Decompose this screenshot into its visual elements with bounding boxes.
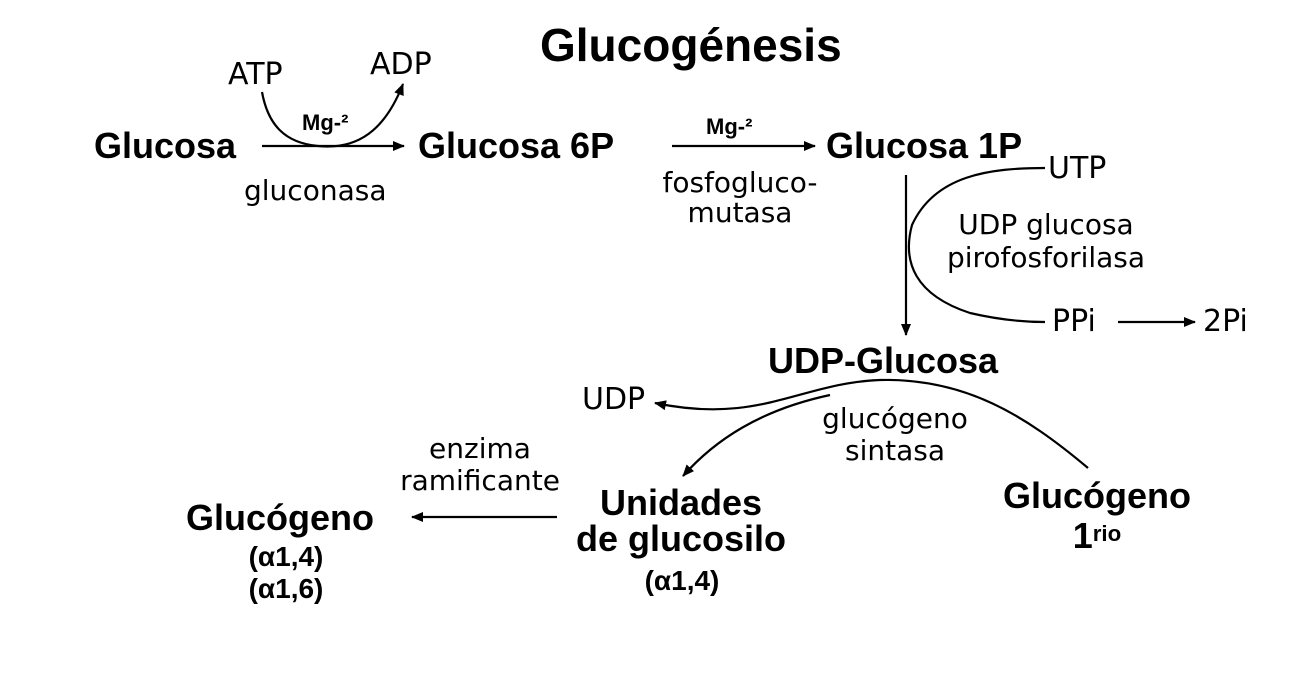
enzyme-glucogeno-sintasa: glucógeno sintasa — [800, 403, 990, 467]
arrow-to-unidades-glucosilo — [682, 393, 831, 477]
enzyme-udp-pirofosforilasa-line2: pirofosforilasa — [946, 241, 1146, 274]
enzyme-glucogeno-sintasa-line1: glucógeno — [822, 402, 968, 435]
enzyme-fosfoglucomutasa-line1: fosfogluco- — [662, 166, 818, 199]
node-glucosa-6p: Glucosa 6P — [418, 125, 615, 166]
cofactor-mg-2: Mg-² — [706, 114, 753, 139]
node-unidades-line1: Unidades — [599, 482, 763, 523]
node-glucosa: Glucosa — [94, 125, 237, 166]
node-glucogeno-primer: Glucógeno 1rio — [982, 476, 1212, 556]
arrow-atp-to-adp — [260, 83, 405, 148]
node-glucogeno-final-bonds: (α1,4) (α1,6) — [226, 541, 346, 605]
arrow-utp-to-ppi — [907, 166, 1046, 324]
cofactor-atp: ATP — [228, 57, 283, 92]
cofactor-mg-1: Mg-² — [302, 110, 349, 135]
node-glucosa-1p: Glucosa 1P — [826, 125, 1023, 166]
enzyme-ramificante: enzima ramificante — [380, 433, 580, 497]
enzyme-glucogeno-sintasa-line2: sintasa — [845, 434, 945, 467]
enzyme-ramificante-line2: ramificante — [400, 464, 560, 497]
enzyme-udp-pirofosforilasa-line1: UDP glucosa — [958, 208, 1134, 241]
node-glucogeno-primer-sup: rio — [1092, 521, 1122, 546]
node-glucogeno-final-bond1: (α1,4) — [248, 541, 324, 572]
node-unidades-glucosilo: Unidades de glucosilo — [556, 485, 806, 557]
cofactor-ppi: PPi — [1052, 304, 1096, 339]
enzyme-fosfoglucomutasa: fosfogluco- mutasa — [640, 168, 840, 228]
node-glucogeno-primer-label: Glucógeno — [1003, 475, 1191, 516]
node-unidades-bond: (α1,4) — [644, 565, 720, 596]
enzyme-udp-glucosa-pirofosforilasa: UDP glucosa pirofosforilasa — [924, 208, 1168, 274]
cofactor-2pi: 2Pi — [1203, 304, 1248, 339]
node-glucogeno-final-bond2: (α1,6) — [248, 573, 324, 604]
cofactor-udp: UDP — [582, 382, 646, 417]
enzyme-ramificante-line1: enzima — [429, 432, 531, 465]
node-udp-glucosa: UDP-Glucosa — [768, 340, 999, 381]
cofactor-adp: ADP — [370, 47, 432, 82]
arrow-udpglucosa-to-udp — [654, 378, 1089, 469]
node-glucogeno-primer-order: 1rio — [982, 516, 1212, 556]
enzyme-gluconasa: gluconasa — [244, 174, 387, 207]
enzyme-fosfoglucomutasa-line2: mutasa — [687, 196, 793, 229]
node-unidades-line2: de glucosilo — [575, 518, 787, 559]
node-glucogeno-final: Glucógeno — [186, 497, 374, 538]
cofactor-utp: UTP — [1048, 151, 1107, 186]
diagram-title: Glucogénesis — [540, 19, 842, 71]
node-glucogeno-primer-num: 1 — [1072, 515, 1093, 556]
